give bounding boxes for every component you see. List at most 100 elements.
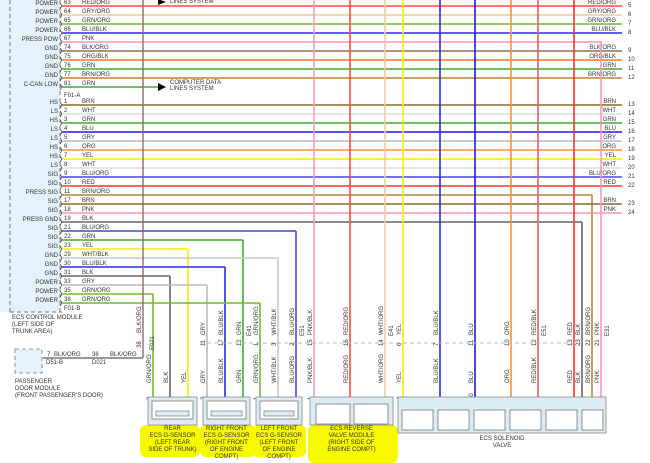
pin-function-label: SIG	[48, 208, 59, 214]
pin-function-label: POWER	[35, 28, 58, 34]
pin-number: 64	[64, 9, 71, 15]
pin-number: 9	[64, 171, 68, 177]
connector-pin-icon	[59, 101, 62, 109]
pin-function-label: PRESS POW	[22, 37, 59, 43]
wire-color-label: BRN/ORG	[82, 189, 110, 195]
pin-number: 12	[532, 339, 538, 346]
wire-color-label: GRY	[201, 370, 207, 383]
pin-number: 14	[379, 339, 385, 346]
component-label: SIDE OF TRUNK)	[148, 447, 196, 453]
highlight-marker	[308, 425, 398, 463]
pin-function-label: PRESS SIG	[26, 190, 59, 196]
pin-function-label: GND	[45, 55, 59, 61]
right-pin-number: 11	[628, 66, 635, 72]
right-wire-label: BLU	[604, 126, 616, 132]
wire-color-label: YEL	[182, 371, 188, 383]
pin-function-label: LS	[51, 136, 58, 142]
right-wire-label: PNK	[604, 207, 616, 213]
pin-number: 11	[201, 339, 207, 346]
module-location: TRUNK AREA)	[12, 329, 52, 335]
pin-number: 35	[64, 288, 71, 294]
pin-number: 10	[505, 339, 511, 346]
pin-number: 4	[64, 126, 68, 132]
wire-color-label: RED	[568, 370, 574, 383]
wire-color-label: RED/BLK	[532, 309, 538, 335]
component-label: ECS SOLENOID	[479, 436, 525, 442]
coil-icon	[353, 403, 389, 425]
wire-color-label: YEL	[397, 371, 403, 383]
highlight-marker	[140, 425, 200, 457]
component-label: LEFT FRONT	[261, 426, 298, 432]
wire-color-label: GRN/ORG	[254, 354, 260, 383]
wire-color-label: BLK/ORG	[137, 306, 143, 333]
note-text: COMPUTER DATA	[170, 80, 221, 86]
right-pin-number: 13	[628, 102, 635, 108]
connector-pin-icon	[59, 281, 62, 289]
component-label: (LEFT REAR	[155, 440, 191, 446]
component-label: ECS G-SENSOR	[149, 433, 196, 439]
wire-color-label: GRY/ORG	[82, 9, 111, 15]
right-pin-number: 15	[628, 120, 635, 126]
pin-function-label: LS	[51, 127, 58, 133]
wire-color-label: BLK	[82, 216, 93, 222]
pin-function-label: C-CAN LOW	[24, 82, 59, 88]
wire-color-label: WHT/BLK	[82, 252, 109, 258]
pin-function-label: LS	[51, 163, 58, 169]
wire-color-label: GRN/ORG	[82, 297, 111, 303]
right-pin-number: 14	[628, 111, 635, 117]
connector-id: F01-B	[64, 306, 80, 312]
wire-color-label: GRN	[237, 370, 243, 383]
connector-pin-icon	[59, 155, 62, 163]
connector-id: F01-A	[64, 93, 80, 99]
wire-color-label: GRN	[82, 234, 95, 240]
wire-color-label: BLK	[576, 324, 582, 335]
connector-pin-icon	[59, 29, 62, 37]
right-wire-label: GRY/ORG	[588, 9, 617, 15]
wire-color-label: RED	[82, 180, 95, 186]
right-wire-label: BLU/ORG	[589, 171, 616, 177]
pin-number: 74	[64, 45, 71, 51]
connector-pin-icon	[59, 2, 62, 10]
pin-function-label: POWER	[35, 10, 58, 16]
pin-function-label: HS	[50, 118, 58, 124]
wire-color-label: RED/ORG	[344, 307, 350, 335]
wire-color-label: GRN	[82, 81, 95, 87]
pin-number: 19	[64, 216, 71, 222]
wire-color-label: PNK	[595, 323, 601, 335]
right-pin-number: 9	[628, 48, 632, 54]
wire-color-label: BLU/BLK	[219, 310, 225, 335]
pin-function-label: GND	[45, 253, 59, 259]
coil-icon	[545, 409, 578, 431]
wire-color-label: RED/ORG	[82, 0, 110, 6]
right-pin-number: 24	[628, 210, 635, 216]
wire-color-label: GRN/ORG	[82, 288, 111, 294]
connector-pin-icon	[59, 137, 62, 145]
component-label: ECS G-SENSOR	[203, 433, 250, 439]
coil-icon	[473, 409, 506, 431]
right-wire-label: WHT	[602, 162, 616, 168]
arrow-icon	[158, 0, 166, 5]
pin-number: 3	[64, 117, 68, 123]
pin-number: 23	[64, 243, 71, 249]
connector-pin-icon	[59, 200, 62, 208]
connector-id: D51-B	[46, 360, 63, 366]
pin-function-label: SIG	[48, 235, 59, 241]
right-wire-label: GRN	[603, 63, 616, 69]
connector-pin-icon	[59, 272, 62, 280]
wire-color-label: BLU	[82, 126, 94, 132]
note-text: LINES SYSTEM	[170, 86, 214, 92]
wire-color-label: GRN/ORG	[82, 18, 111, 24]
pin-function-label: SIG	[48, 244, 59, 250]
pin-number: 66	[64, 27, 71, 33]
right-wire-label: RED/ORG	[588, 0, 616, 6]
right-wire-label: BRN	[603, 198, 616, 204]
pin-number: 22	[64, 234, 71, 240]
wire-color-label: GRN/ORG	[254, 306, 260, 335]
pin-number: 17	[64, 198, 71, 204]
pin-function-label: POWER	[35, 19, 58, 25]
coil-icon	[437, 409, 470, 431]
pin-function-label: POWER	[35, 280, 58, 286]
right-pin-number: 7	[628, 21, 632, 27]
wire-color-label: BRN	[82, 198, 95, 204]
connector-id: E31	[605, 325, 611, 336]
